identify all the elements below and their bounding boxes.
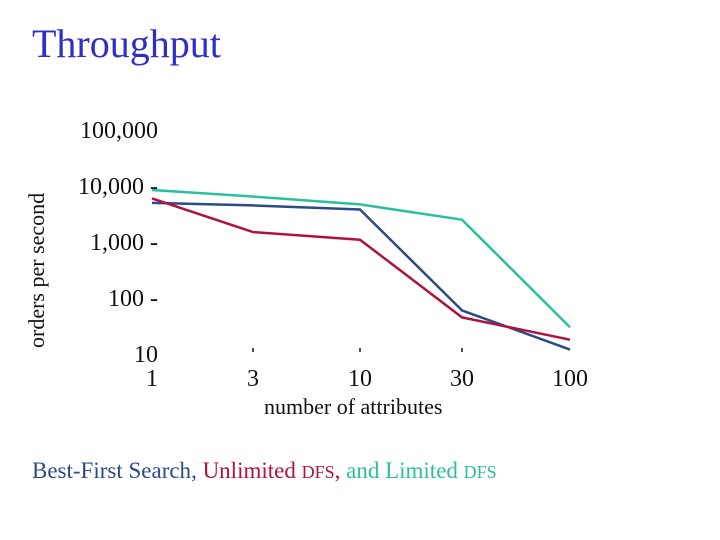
legend-unlimited-dfs: Unlimited DFS (203, 458, 335, 483)
x-tick-label: 30 (450, 366, 474, 392)
legend-best-first: Best-First Search (32, 458, 192, 483)
y-tick-label: 100,000 (80, 118, 158, 144)
chart-title: Throughput (32, 21, 221, 66)
caption-separator: , (334, 458, 347, 483)
legend-unlimited-text: Unlimited (202, 458, 302, 483)
legend-limited-abbr: DFS (463, 462, 497, 482)
legend-caption: Best-First Search, Unlimited DFS, and Li… (32, 458, 497, 484)
x-tick-label: 100 (552, 366, 588, 392)
series-line-limited-dfs (151, 188, 571, 329)
caption-separator: , (191, 458, 203, 483)
x-axis-label: number of attributes (264, 394, 443, 419)
series-line-unlimited-dfs (151, 197, 571, 341)
legend-limited-text: and Limited (346, 458, 464, 483)
y-tick-label: 100 - (108, 286, 158, 312)
y-tick-label: 10 (134, 342, 158, 368)
y-tick-label: 1,000 - (90, 230, 158, 256)
x-tick-label: 10 (348, 366, 372, 392)
x-tick-label: 1 (146, 366, 158, 392)
series-line-best-first-search (151, 201, 571, 351)
legend-limited-dfs: and Limited DFS (346, 458, 497, 483)
y-tick-label: 10,000 - (78, 174, 158, 200)
x-tick-label: 3 (247, 366, 259, 392)
legend-unlimited-abbr: DFS (301, 462, 335, 482)
